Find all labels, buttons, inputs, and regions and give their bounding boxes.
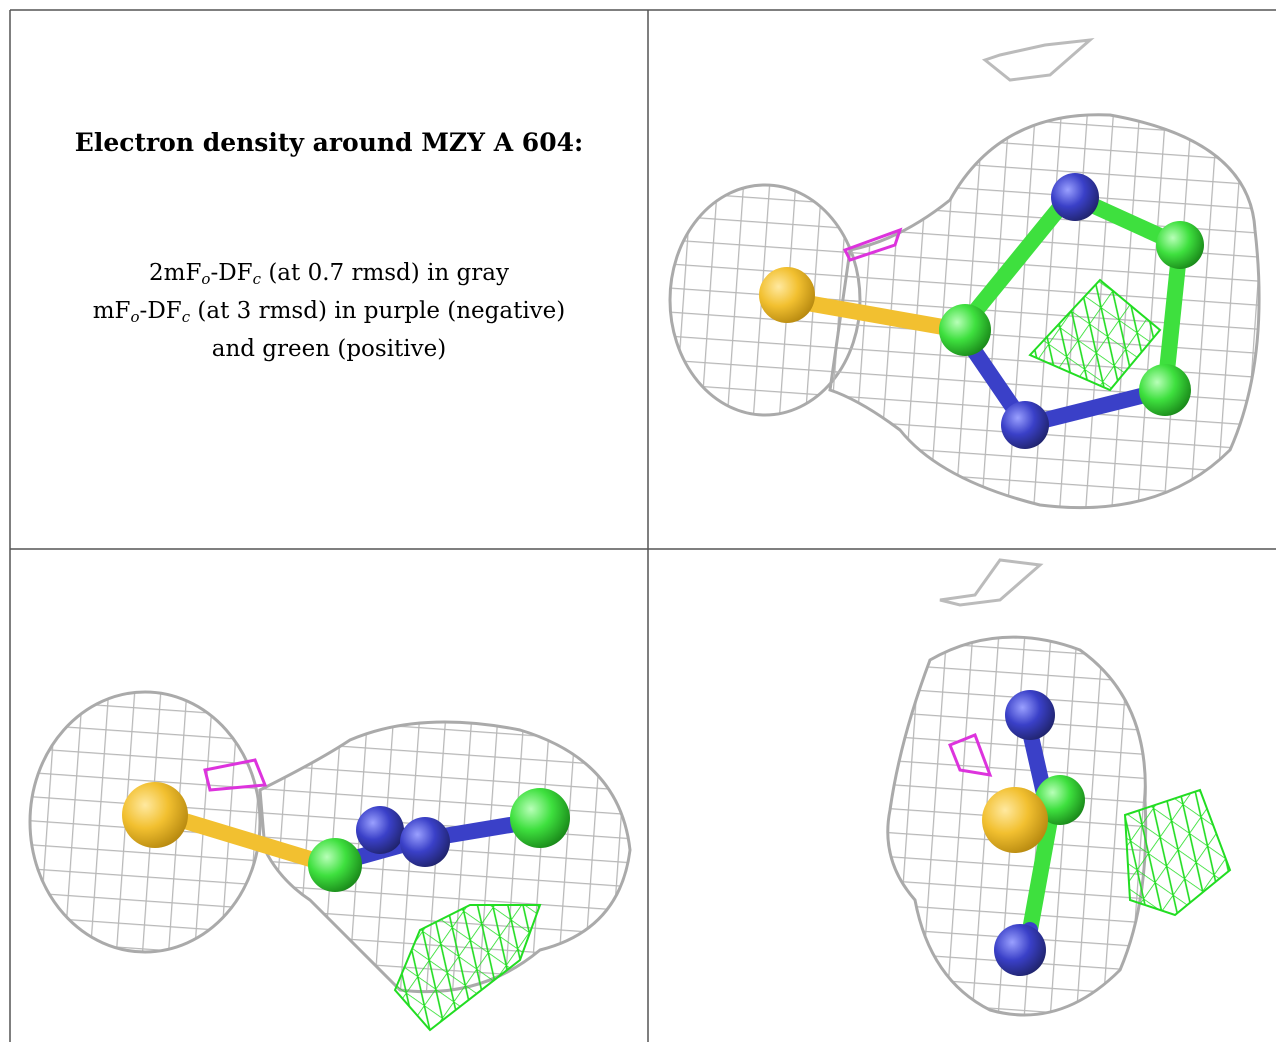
text-run: -DF xyxy=(210,260,253,286)
density-view-2 xyxy=(28,690,632,1032)
caption-line: 2mFo-DFc (at 0.7 rmsd) in gray xyxy=(10,254,648,292)
subscript: o xyxy=(130,308,140,326)
subscript: o xyxy=(201,270,211,288)
subscript: c xyxy=(181,308,191,326)
caption-line: mFo-DFc (at 3 rmsd) in purple (negative) xyxy=(10,292,648,330)
text-run: and green (positive) xyxy=(211,336,447,362)
caption-lines: 2mFo-DFc (at 0.7 rmsd) in gray mFo-DFc (a… xyxy=(10,254,648,368)
text-run: -DF xyxy=(139,298,182,324)
caption-line: and green (positive) xyxy=(10,330,648,368)
text-run: 2mF xyxy=(149,260,202,286)
density-view-3 xyxy=(886,558,1232,1017)
density-view-1 xyxy=(668,37,1261,510)
table-borders xyxy=(9,9,1276,1042)
subscript: c xyxy=(252,270,262,288)
text-run: (at 3 rmsd) in purple (negative) xyxy=(190,298,566,324)
caption-title: Electron density around MZY A 604: xyxy=(74,128,584,157)
text-run: mF xyxy=(92,298,131,324)
caption-cell: Electron density around MZY A 604: 2mFo-… xyxy=(10,10,648,549)
text-run: (at 0.7 rmsd) in gray xyxy=(261,260,509,286)
